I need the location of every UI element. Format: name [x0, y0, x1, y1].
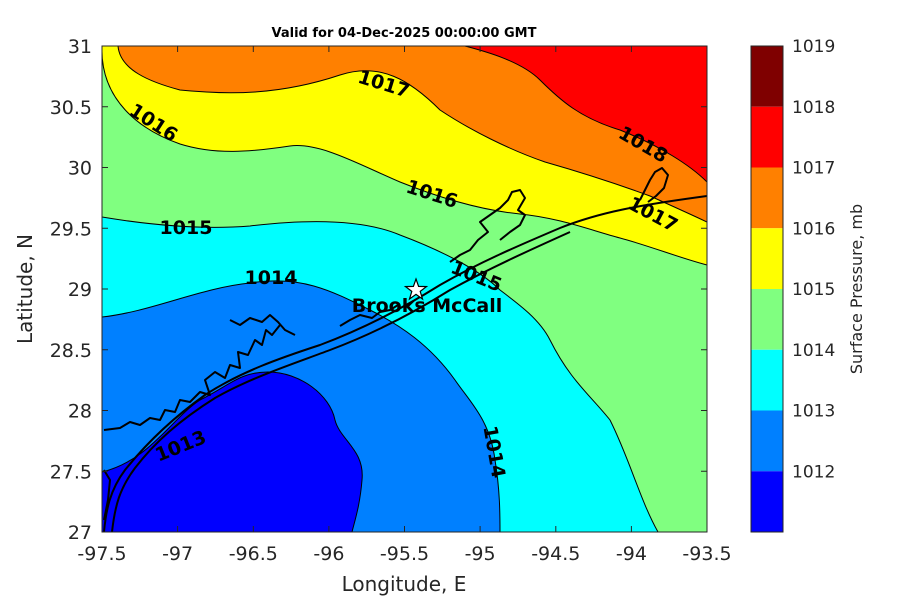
colorbar-tick: 1018 — [792, 98, 835, 118]
y-tick-label: 30.5 — [50, 97, 92, 119]
x-tick-label: -97.5 — [77, 543, 126, 565]
contour-label: 1014 — [245, 267, 298, 289]
colorbar-tick: 1014 — [792, 341, 835, 361]
y-tick-label: 27.5 — [50, 461, 92, 483]
colorbar-swatch — [751, 106, 783, 168]
y-tick-label: 28.5 — [50, 340, 92, 362]
x-axis-title: Longitude, E — [342, 572, 467, 596]
map-title: Valid for 04-Dec-2025 00:00:00 GMT — [272, 26, 537, 41]
y-tick-label: 29.5 — [50, 218, 92, 240]
x-tick-label: -96 — [313, 543, 344, 565]
x-tick-label: -97 — [162, 543, 193, 565]
y-axis-title: Latitude, N — [13, 234, 37, 344]
pressure-field — [102, 46, 707, 532]
y-tick-label: 27 — [68, 522, 92, 544]
colorbar-tick: 1016 — [792, 219, 835, 239]
y-tick-label: 31 — [68, 36, 92, 58]
y-tick-label: 30 — [68, 158, 92, 180]
x-tick-label: -96.5 — [229, 543, 278, 565]
colorbar: 1019 1018 1017 1016 1015 1014 1013 1012 … — [750, 37, 866, 533]
colorbar-swatch — [751, 167, 783, 229]
contour-label: 1015 — [160, 217, 213, 239]
x-axis: -97.5 -97 -96.5 -96 -95.5 -95 -94.5 -94 … — [77, 46, 732, 596]
x-tick-label: -93.5 — [682, 543, 731, 565]
colorbar-title: Surface Pressure, mb — [847, 204, 866, 374]
x-tick-label: -95.5 — [380, 543, 429, 565]
region-1018-1019 — [465, 46, 707, 182]
colorbar-swatch — [751, 471, 783, 532]
colorbar-tick: 1019 — [792, 37, 835, 57]
colorbar-tick: 1012 — [792, 462, 835, 482]
station-label: Brooks McCall — [352, 295, 502, 317]
colorbar-tick: 1013 — [792, 402, 835, 422]
colorbar-swatch — [751, 349, 783, 411]
y-tick-label: 29 — [68, 279, 92, 301]
colorbar-swatch — [751, 410, 783, 472]
colorbar-tick: 1015 — [792, 280, 835, 300]
y-axis: 31 30.5 30 29.5 29 28.5 28 27.5 27 Latit… — [13, 36, 707, 544]
contour-lines — [102, 46, 707, 532]
coastline — [103, 167, 707, 532]
x-tick-label: -94.5 — [531, 543, 580, 565]
colorbar-swatch — [751, 228, 783, 289]
x-tick-label: -94 — [616, 543, 647, 565]
x-tick-label: -95 — [465, 543, 496, 565]
station-marker[interactable]: Brooks McCall — [352, 277, 502, 317]
colorbar-swatch — [751, 289, 783, 350]
colorbar-tick: 1017 — [792, 159, 835, 179]
y-tick-label: 28 — [68, 401, 92, 423]
star-icon — [403, 277, 429, 301]
colorbar-swatch — [751, 46, 783, 107]
